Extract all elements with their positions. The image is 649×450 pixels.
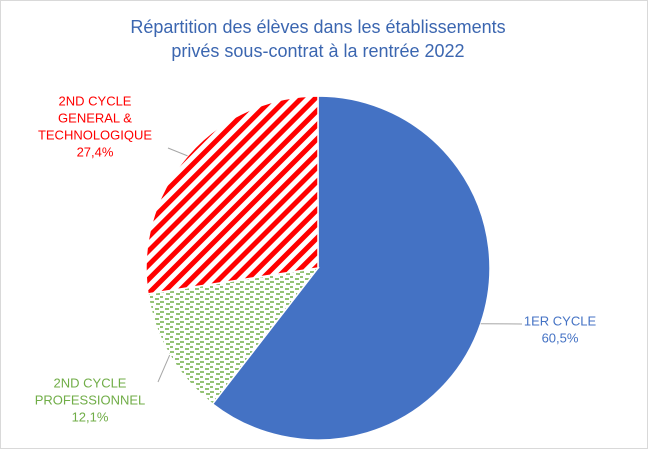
data-label-value: 12,1%	[72, 409, 109, 424]
pie-slice	[145, 95, 319, 295]
data-label: 2ND CYCLE	[59, 93, 132, 108]
data-label: TECHNOLOGIQUE	[38, 127, 152, 142]
data-label-value: 60,5%	[542, 330, 579, 345]
leader-line	[157, 354, 171, 383]
data-label: 2ND CYCLE	[54, 375, 127, 390]
data-label: PROFESSIONNEL	[35, 392, 146, 407]
pie-slice	[211, 95, 491, 441]
data-label: 1ER CYCLE	[524, 313, 597, 328]
leader-line	[167, 147, 188, 157]
chart-title: Répartition des élèves dans les établiss…	[130, 17, 505, 37]
data-label-value: 27,4%	[77, 144, 114, 159]
data-label: GENERAL &	[58, 110, 132, 125]
chart-title: privés sous-contrat à la rentrée 2022	[171, 41, 464, 61]
